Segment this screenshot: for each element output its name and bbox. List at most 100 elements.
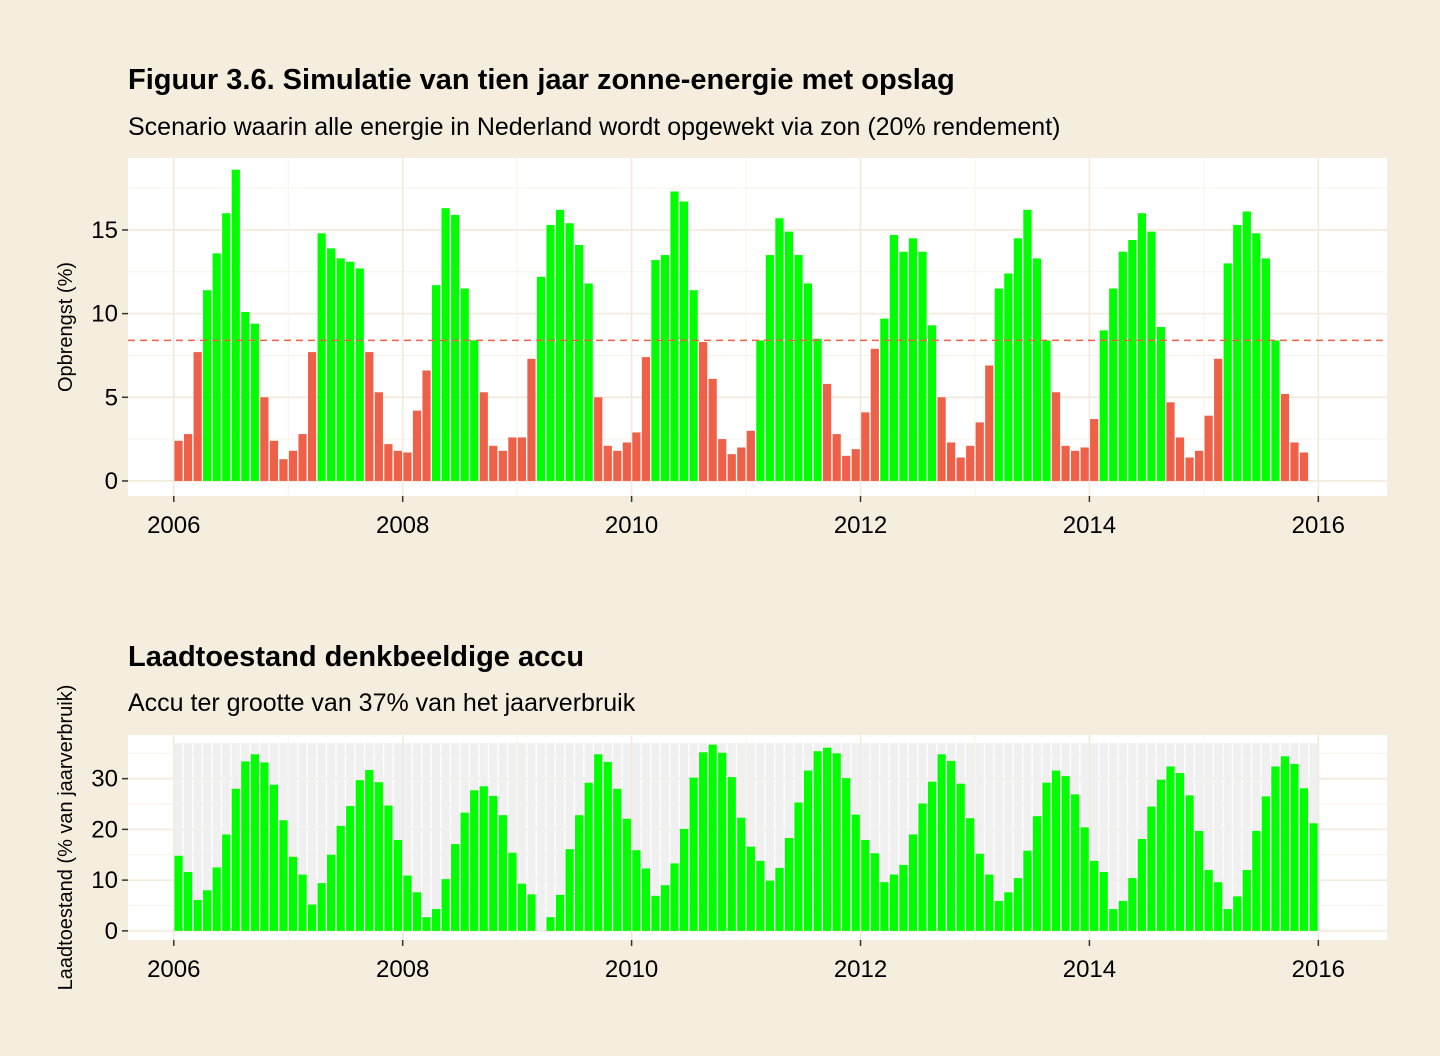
bar: [346, 806, 355, 931]
bar: [546, 917, 555, 931]
bar: [813, 338, 822, 481]
bar: [1061, 445, 1070, 481]
bar: [1175, 437, 1185, 481]
bar: [365, 352, 374, 481]
capacity-bar: [203, 743, 212, 931]
bar: [842, 778, 851, 931]
bar: [575, 245, 584, 481]
bar: [1071, 450, 1080, 481]
capacity-bar: [641, 743, 651, 931]
bar: [1032, 258, 1042, 481]
bar: [632, 850, 641, 931]
x-tick-label: 2008: [376, 512, 429, 539]
bar: [393, 450, 403, 481]
bar: [1023, 209, 1032, 481]
x-tick-label: 2016: [1292, 956, 1345, 983]
capacity-bar: [1109, 743, 1118, 931]
bar: [775, 867, 784, 931]
bar: [498, 450, 507, 481]
capacity-bar: [994, 743, 1003, 931]
bar: [584, 283, 593, 481]
bar: [260, 397, 269, 481]
bar: [307, 904, 317, 931]
bar: [555, 894, 565, 931]
capacity-bar: [975, 743, 984, 931]
bar: [1242, 211, 1251, 481]
capacity-bar: [861, 743, 870, 931]
capacity-bar: [775, 743, 784, 931]
bar: [737, 447, 746, 481]
bar: [307, 352, 317, 481]
bar: [203, 890, 212, 931]
bar: [422, 370, 431, 481]
bar: [536, 276, 546, 481]
bar: [813, 751, 822, 931]
bar: [1309, 823, 1318, 931]
bar: [1299, 452, 1309, 481]
bar: [441, 208, 450, 481]
bar: [1156, 779, 1166, 931]
bar: [1214, 882, 1223, 931]
capacity-bar: [660, 743, 670, 931]
bar: [746, 430, 755, 481]
capacity-bar: [412, 743, 422, 931]
bar: [899, 251, 908, 481]
bar: [508, 852, 517, 931]
bar: [1271, 340, 1280, 481]
bar: [651, 260, 660, 481]
bar: [985, 874, 994, 931]
bar: [317, 233, 326, 481]
bar: [832, 434, 841, 481]
bar: [412, 892, 422, 931]
bar: [479, 392, 488, 481]
bar: [517, 437, 527, 481]
bar: [575, 815, 584, 931]
bar: [956, 457, 965, 481]
capacity-bar: [889, 743, 898, 931]
bar: [975, 853, 984, 931]
bars: [174, 169, 1309, 481]
bar: [183, 872, 193, 931]
bar: [851, 814, 860, 931]
bar: [737, 817, 746, 931]
bar: [708, 744, 717, 931]
bar: [422, 917, 431, 931]
bar: [1233, 896, 1242, 931]
bar: [250, 754, 259, 931]
capacity-bar: [870, 743, 879, 931]
bar: [269, 784, 279, 931]
bar: [1004, 892, 1013, 931]
bar: [832, 753, 841, 931]
bar: [594, 754, 603, 931]
bar: [327, 248, 336, 481]
capacity-bar: [527, 743, 536, 931]
bar: [193, 899, 202, 931]
bar: [861, 412, 870, 481]
bar: [470, 790, 479, 931]
bar: [1118, 251, 1127, 481]
bar: [1128, 878, 1137, 931]
bar: [1090, 419, 1099, 481]
capacity-bar: [536, 743, 546, 931]
bar: [527, 358, 536, 481]
bar: [1204, 869, 1213, 931]
bar: [250, 323, 259, 481]
bar: [365, 770, 374, 931]
bar: [765, 880, 775, 931]
bar: [899, 864, 908, 931]
bar: [1195, 830, 1204, 931]
bar: [927, 781, 937, 931]
capacity-bar: [651, 743, 660, 931]
y-axis-title: Laadtoestand (% van jaarverbruik): [55, 685, 77, 991]
capacity-bar: [670, 743, 679, 931]
bar: [784, 838, 794, 931]
capacity-bar: [1013, 743, 1022, 931]
capacity-bar: [1242, 743, 1251, 931]
bar: [1109, 288, 1118, 481]
yield-chart: 0 5 10 15 2006 2008 2010 2012 2014 2016 Opbrengst …: [55, 158, 1387, 539]
bar: [1214, 358, 1223, 481]
bar: [1233, 224, 1242, 481]
bar: [498, 815, 507, 931]
bars: [174, 744, 1318, 931]
